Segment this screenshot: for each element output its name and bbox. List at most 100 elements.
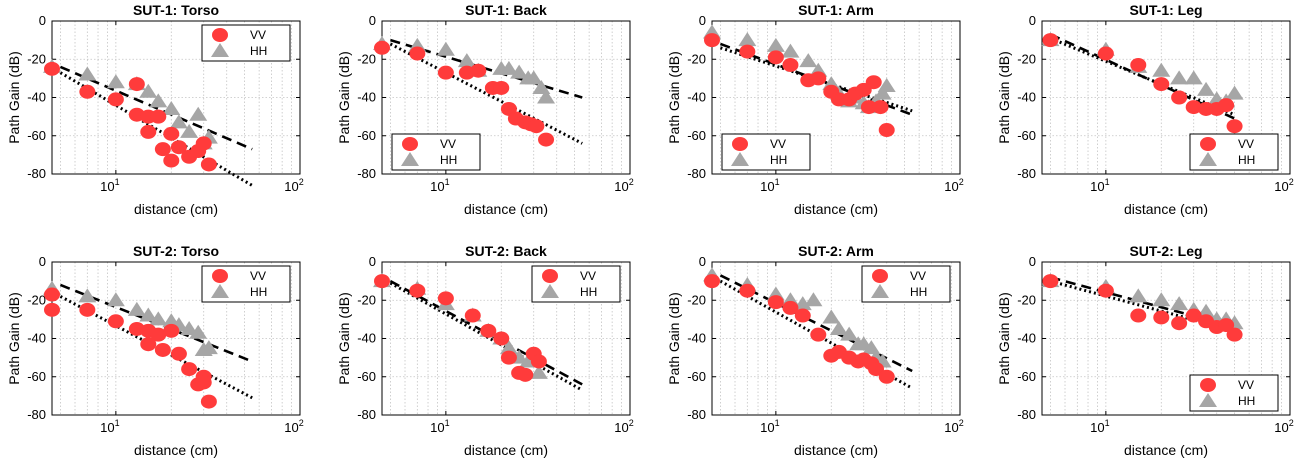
- vv-point: [493, 80, 510, 95]
- vv-point: [1130, 57, 1147, 72]
- legend-marker-hh: [401, 152, 419, 166]
- series-vv: [1042, 274, 1243, 342]
- x-tick-label: 102: [944, 177, 963, 194]
- legend: VV HH: [721, 133, 811, 171]
- legend-label-vv: VV: [1238, 378, 1254, 392]
- y-tick-label: 0: [369, 254, 376, 269]
- legend: VV HH: [201, 265, 291, 303]
- x-tick-base: 10: [100, 420, 114, 435]
- hh-point: [781, 43, 800, 58]
- vv-point: [1218, 318, 1235, 333]
- x-tick-label: 102: [614, 418, 633, 435]
- hh-point: [529, 364, 548, 379]
- x-tick-exponent: 1: [115, 177, 120, 187]
- legend-marker-hh: [211, 43, 229, 57]
- dotted-fit-line: [1050, 279, 1235, 333]
- y-axis-label: Path Gain (dB): [996, 292, 1012, 385]
- x-axis-label: distance (cm): [794, 201, 878, 217]
- y-tick-label: 0: [1029, 254, 1036, 269]
- x-tick-label: 101: [760, 418, 779, 435]
- hh-point: [180, 123, 199, 138]
- series-vv: [374, 40, 555, 147]
- vv-point: [200, 394, 217, 409]
- x-tick-base: 10: [430, 420, 444, 435]
- series-hh: [43, 280, 218, 356]
- hh-point: [106, 292, 125, 307]
- x-tick-base: 10: [614, 420, 628, 435]
- y-axis-label: Path Gain (dB): [666, 292, 682, 385]
- series-vv: [704, 33, 895, 138]
- vv-point: [154, 142, 171, 157]
- series-hh: [703, 24, 896, 114]
- dashed-fit-line: [389, 279, 583, 386]
- y-tick-label: -80: [687, 407, 706, 422]
- y-tick-label: -20: [687, 292, 706, 307]
- vv-point: [739, 44, 756, 59]
- hh-point: [189, 324, 208, 339]
- hh-point: [78, 288, 97, 303]
- vv-point: [374, 274, 390, 289]
- vv-point: [154, 342, 171, 357]
- series-vv: [1042, 33, 1243, 134]
- vv-point: [181, 362, 198, 377]
- y-axis-label: Path Gain (dB): [6, 51, 22, 144]
- x-tick-base: 10: [1090, 420, 1104, 435]
- legend-label-vv: VV: [580, 269, 596, 283]
- legend-marker-vv: [732, 137, 748, 151]
- hh-point: [877, 78, 896, 93]
- hh-point: [804, 292, 823, 307]
- x-tick-exponent: 2: [1289, 177, 1294, 187]
- vv-point: [810, 327, 827, 342]
- y-tick-label: -20: [357, 292, 376, 307]
- hh-point: [1225, 85, 1244, 100]
- hh-point: [524, 70, 543, 85]
- series-vv: [704, 274, 895, 384]
- legend: VV HH: [1189, 374, 1279, 412]
- hh-point: [1170, 296, 1189, 311]
- y-tick-label: -40: [1017, 331, 1036, 346]
- y-tick-label: 0: [369, 13, 376, 28]
- vv-point: [872, 100, 889, 115]
- y-tick-label: -20: [27, 292, 46, 307]
- y-tick-label: -60: [1017, 128, 1036, 143]
- y-tick-label: -60: [1017, 369, 1036, 384]
- legend-label-hh: HH: [440, 153, 457, 167]
- y-axis-label: Path Gain (dB): [666, 51, 682, 144]
- legend-label-vv: VV: [910, 269, 926, 283]
- vv-point: [163, 126, 180, 141]
- vv-point: [470, 63, 487, 78]
- y-tick-label: -20: [687, 51, 706, 66]
- vv-point: [374, 40, 390, 55]
- x-tick-exponent: 1: [1105, 177, 1110, 187]
- y-tick-label: -20: [1017, 51, 1036, 66]
- x-tick-label: 101: [760, 177, 779, 194]
- vv-point: [810, 71, 827, 86]
- x-tick-base: 10: [1274, 179, 1288, 194]
- chart-title: SUT-2: Back: [465, 243, 547, 259]
- x-axis-label: distance (cm): [464, 201, 548, 217]
- hh-point: [873, 85, 892, 100]
- y-tick-label: -80: [1017, 166, 1036, 181]
- x-axis-label: distance (cm): [134, 201, 218, 217]
- x-axis-label: distance (cm): [134, 442, 218, 458]
- chart-title: SUT-1: Arm: [798, 2, 874, 18]
- hh-point: [169, 114, 188, 129]
- legend-marker-vv: [872, 269, 888, 283]
- y-tick-label: -20: [27, 51, 46, 66]
- chart-title: SUT-2: Torso: [133, 243, 219, 259]
- hh-point: [139, 83, 158, 98]
- y-tick-label: -40: [687, 331, 706, 346]
- vv-point: [1097, 283, 1114, 298]
- vv-point: [538, 132, 555, 147]
- y-tick-label: -20: [357, 51, 376, 66]
- y-tick-label: -20: [1017, 292, 1036, 307]
- legend-label-vv: VV: [1238, 137, 1254, 151]
- legend: VV HH: [861, 265, 951, 303]
- hh-point: [766, 37, 785, 52]
